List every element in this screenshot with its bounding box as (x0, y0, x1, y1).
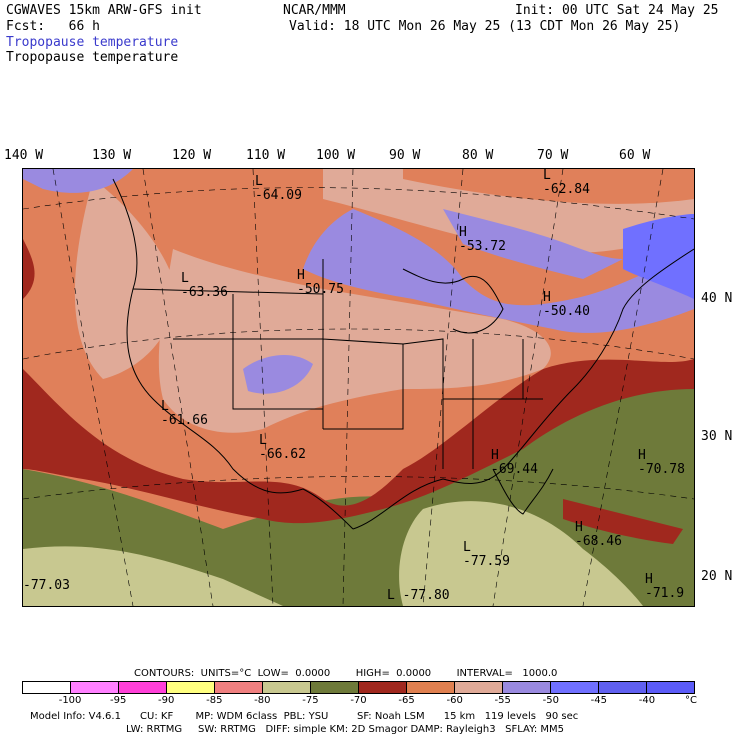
lon-label-140w: 140 W (4, 148, 44, 163)
map-label-high-3: H -50.40 (543, 290, 590, 319)
colorbar-tick-label: -40 (638, 695, 656, 706)
colorbar-tick-label: -60 (446, 695, 463, 706)
map-label-high-4: H -69.44 (491, 448, 538, 477)
colorbar-segment (407, 682, 455, 693)
colorbar-tick-label: -100 (58, 695, 82, 706)
colorbar-tick-label: -75 (302, 695, 319, 706)
map-label-high-6: H -68.46 (575, 520, 622, 549)
colorbar-segment (23, 682, 71, 693)
map-label-high-1: H -53.72 (459, 225, 506, 254)
map-label-high-2: H -50.75 (297, 268, 344, 297)
colorbar-tick-label: -80 (254, 695, 271, 706)
map-label-low-5: L -66.62 (259, 433, 306, 462)
lat-label-20n: 20 N (701, 569, 733, 584)
model-title: CGWAVES 15km ARW-GFS init (6, 3, 202, 18)
map-label-low-4: L -61.66 (161, 399, 208, 428)
valid-time: Valid: 18 UTC Mon 26 May 25 (13 CDT Mon … (289, 19, 681, 34)
field-title-black: Tropopause temperature (6, 50, 179, 65)
lon-label-120w: 120 W (172, 148, 212, 163)
lon-label-100w: 100 W (316, 148, 356, 163)
map-label-low-3: L -63.36 (181, 271, 228, 300)
map-label-high-5: H -70.78 (638, 448, 685, 477)
lon-label-110w: 110 W (246, 148, 286, 163)
colorbar-tick-label: -70 (350, 695, 367, 706)
lon-label-90w: 90 W (389, 148, 421, 163)
organization: NCAR/MMM (283, 3, 346, 18)
colorbar-segment (71, 682, 119, 693)
map-label-low-6: L -77.59 (463, 540, 510, 569)
field-title-blue: Tropopause temperature (6, 35, 179, 50)
colorbar-tick-label: -55 (494, 695, 511, 706)
colorbar-segment (359, 682, 407, 693)
colorbar-segment (263, 682, 311, 693)
map-label-low-8: L-77.03 (23, 578, 70, 593)
map-label-low-1: L -64.09 (255, 174, 302, 203)
colorbar-segment (167, 682, 215, 693)
colorbar-segment (455, 682, 503, 693)
lat-label-40n: 40 N (701, 291, 733, 306)
lat-label-30n: 30 N (701, 429, 733, 444)
lon-label-70w: 70 W (537, 148, 569, 163)
lon-label-130w: 130 W (92, 148, 132, 163)
colorbar-tick-label: -95 (109, 695, 127, 706)
colorbar-unit: °C (685, 695, 697, 706)
colorbar-tick-label: -50 (542, 695, 559, 706)
map-canvas (22, 168, 695, 607)
lon-label-80w: 80 W (462, 148, 494, 163)
model-info-line-1: Model Info: V4.6.1 CU: KF MP: WDM 6class… (30, 711, 579, 722)
colorbar-segment (551, 682, 599, 693)
map-label-low-2: L -62.84 (543, 168, 590, 197)
colorbar-tick-label: -65 (398, 695, 415, 706)
map-label-low-7: L -77.80 (387, 588, 450, 603)
contour-info: CONTOURS: UNITS=°C LOW= 0.0000 HIGH= 0.0… (134, 668, 558, 679)
colorbar (22, 681, 695, 694)
model-info-line-2: LW: RRTMG SW: RRTMG DIFF: simple KM: 2D … (126, 724, 565, 735)
map-label-high-7: H -71.9 (645, 572, 685, 601)
colorbar-segment (503, 682, 551, 693)
lon-label-60w: 60 W (619, 148, 651, 163)
colorbar-segment (647, 682, 694, 693)
colorbar-segment (311, 682, 359, 693)
tropopause-temperature-map: L -64.09 L -62.84 H -53.72 L -63.36 H -50.75 … (22, 168, 695, 607)
init-time: Init: 00 UTC Sat 24 May 25 (515, 3, 719, 18)
colorbar-tick-label: -90 (158, 695, 175, 706)
colorbar-segment (215, 682, 263, 693)
forecast-hour: Fcst: 66 h (6, 19, 100, 34)
colorbar-tick-label: -85 (206, 695, 223, 706)
colorbar-segment (119, 682, 167, 693)
colorbar-tick-label: -45 (590, 695, 608, 706)
colorbar-segment (599, 682, 647, 693)
